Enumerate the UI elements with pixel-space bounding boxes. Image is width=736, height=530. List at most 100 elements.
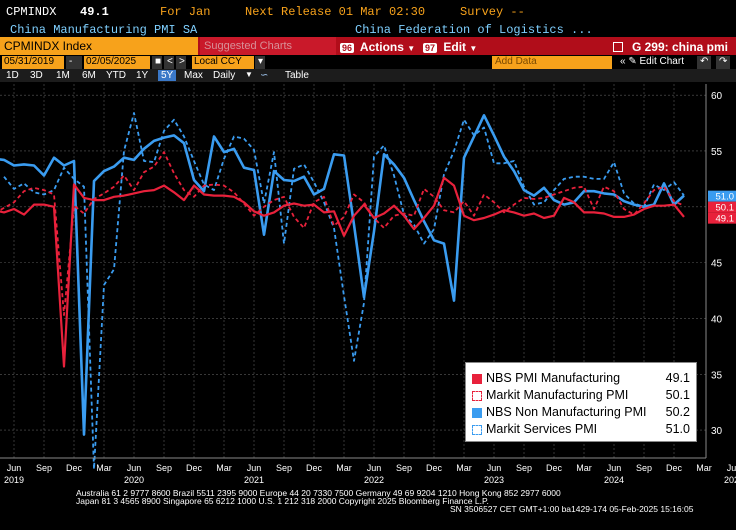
y-tick-label: 30 [711,426,723,437]
x-tick-label: Dec [546,463,563,473]
x-tick-label: Dec [666,463,683,473]
legend-label: Markit Services PMI [486,422,598,436]
table-button[interactable]: Table [285,70,309,81]
range-tab-1y[interactable]: 1Y [136,70,149,81]
actions-label: Actions [359,40,404,54]
prev-period-icon[interactable]: < [164,56,174,69]
chevron-down-icon[interactable]: ▾ [255,56,265,69]
legend-label: NBS PMI Manufacturing [486,371,621,385]
x-tick-label: Sep [276,463,292,473]
range-tab-max[interactable]: Max [184,70,203,81]
x-tick-label: Sep [396,463,412,473]
series-line-nbs-pmi-manufacturing [0,176,685,368]
actions-menu[interactable]: 96 Actions ▼ [340,40,415,54]
ticker-symbol: CPMINDX [6,5,57,19]
survey-label: Survey -- [460,5,525,19]
suggested-charts-button[interactable]: Suggested Charts [200,37,336,55]
x-tick-label: Sep [36,463,52,473]
y-tick-label: 55 [711,147,723,158]
start-date-input[interactable]: 05/31/2019 [2,56,64,69]
currency-select[interactable]: Local CCY [192,56,254,69]
chevron-down-icon: ▼ [407,44,416,53]
x-tick-label: Jun [367,463,382,473]
function-name: G 299: china pmi [631,40,728,54]
security-description-row: China Manufacturing PMI SA China Federat… [0,20,736,37]
legend-swatch-solid-red [472,374,482,384]
x-year-label: 2023 [484,475,504,485]
next-period-icon[interactable]: > [176,56,186,69]
x-year-label: 2019 [4,475,24,485]
last-value-badge [708,201,736,213]
x-year-label: 2022 [364,475,384,485]
chart-legend[interactable]: NBS PMI Manufacturing 49.1 Markit Manufa… [465,362,697,442]
range-tab-5y[interactable]: 5Y [158,70,177,81]
last-value-text: 49.1 [716,214,735,225]
legend-item-nbs-nonmfg[interactable]: NBS Non Manufacturing PMI 50.2 [472,405,694,421]
x-tick-label: Mar [216,463,232,473]
end-date-input[interactable]: 02/05/2025 [84,56,150,69]
legend-item-markit-mfg[interactable]: Markit Manufacturing PMI 50.1 [472,388,694,404]
x-tick-label: Mar [456,463,472,473]
chart-area[interactable]: 30354045505560 JunSepDecMarJunSepDecMarJ… [0,82,736,488]
x-tick-label: Jun [487,463,502,473]
footer-session-line: SN 3506527 CET GMT+1:00 ba1429-174 05-Fe… [450,504,694,514]
y-tick-label: 40 [711,314,723,325]
command-bar: CPMINDX Index Suggested Charts 96 Action… [0,37,736,55]
series-line-markit-manufacturing-pmi [0,151,685,317]
legend-value: 49.1 [665,371,690,385]
x-year-label: 2020 [124,475,144,485]
range-tab-1m[interactable]: 1M [56,70,70,81]
x-tick-label: Mar [336,463,352,473]
legend-item-nbs-mfg[interactable]: NBS PMI Manufacturing 49.1 [472,371,694,387]
undo-icon[interactable]: ↶ [697,56,711,69]
x-year-label: 2025 [724,475,736,485]
chevron-down-icon[interactable]: ▼ [245,70,253,79]
legend-value: 50.1 [665,388,690,402]
x-tick-label: Dec [426,463,443,473]
range-tab-ytd[interactable]: YTD [106,70,126,81]
function-label[interactable]: G 299: china pmi [612,40,728,54]
x-tick-label: Mar [96,463,112,473]
legend-swatch-dashed-red [472,391,482,401]
legend-swatch-solid-blue [472,408,482,418]
pencil-icon: ✎ [628,56,637,67]
range-tab-6m[interactable]: 6M [82,70,96,81]
x-tick-label: Jun [7,463,22,473]
edit-label: Edit [443,40,467,54]
y-tick-label: 45 [711,259,723,270]
series-line-markit-services-pmi [3,112,685,471]
x-tick-label: Jun [607,463,622,473]
collapse-icon: « [620,56,626,67]
x-axis: Jun Sep Dec Mar Jun Sep Dec Mar Jun Sep Dec Mar Jun S… [0,457,736,485]
source-label: China Federation of Logistics ... [355,23,593,37]
x-tick-label: Mar [696,463,712,473]
x-year-label: 2021 [244,475,264,485]
range-tab-3d[interactable]: 3D [30,70,43,81]
legend-label: Markit Manufacturing PMI [486,388,629,402]
security-description: China Manufacturing PMI SA [10,23,198,37]
edit-number: 97 [423,43,438,53]
add-data-input[interactable]: Add Data [492,56,612,69]
calendar-icon[interactable]: ■ [152,56,162,69]
x-tick-label: Jun [247,463,262,473]
popout-icon [612,42,623,52]
edit-chart-label: Edit Chart [639,56,684,67]
last-value-text: 51.0 [716,192,735,203]
series-line-nbs-non-manufacturing-pmi [0,113,685,436]
date-controls: 05/31/2019 - 02/05/2025 ■ < > Local CCY … [0,55,736,69]
chevron-down-icon: ▼ [469,44,478,53]
frequency-select[interactable]: Daily [213,70,236,81]
range-tab-1d[interactable]: 1D [6,70,19,81]
security-input[interactable]: CPMINDX Index [0,37,198,55]
edit-chart-button[interactable]: « ✎ Edit Chart [620,56,684,67]
x-tick-label: Sep [636,463,652,473]
line-chart[interactable]: 30354045505560 JunSepDecMarJunSepDecMarJ… [0,82,736,488]
x-tick-label: Dec [66,463,83,473]
security-header: CPMINDX 49.1 For Jan Next Release 01 Mar… [0,0,736,20]
chart-icon[interactable]: ∽ [260,70,269,81]
suggested-charts-label: Suggested Charts [204,40,293,52]
legend-item-markit-services[interactable]: Markit Services PMI 51.0 [472,422,694,438]
redo-icon[interactable]: ↷ [716,56,730,69]
edit-menu[interactable]: 97 Edit ▼ [423,40,477,54]
last-value-text: 50.1 [716,203,735,214]
